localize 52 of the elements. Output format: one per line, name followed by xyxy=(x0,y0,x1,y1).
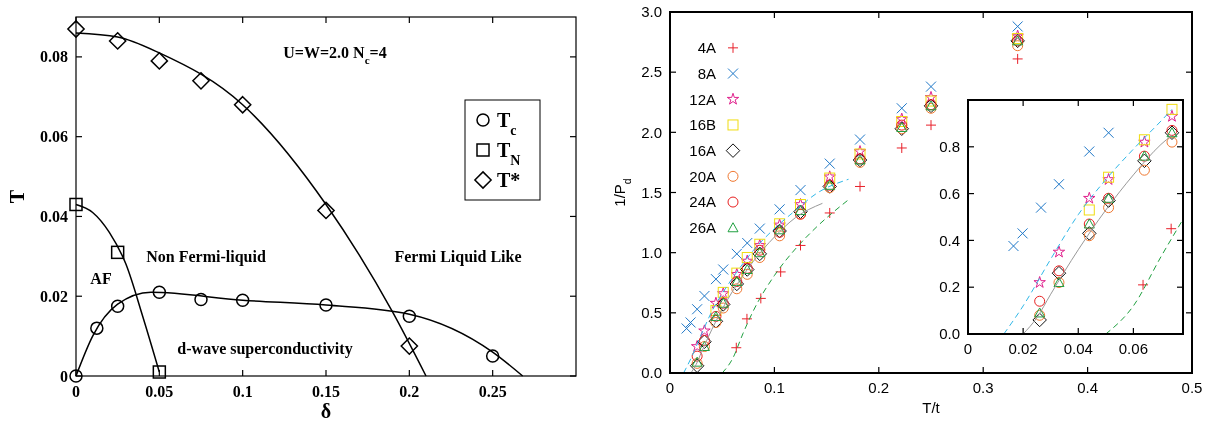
legend-label: 8A xyxy=(697,64,716,82)
x-tick-label: 0.1 xyxy=(232,382,253,400)
x-axis-title: δ xyxy=(320,400,332,422)
x-tick-label: 0.2 xyxy=(399,382,420,400)
x-tick-label: 0.04 xyxy=(1063,340,1093,357)
x-tick-label: 0 xyxy=(665,379,675,396)
x-tick-label: 0.1 xyxy=(763,379,785,396)
x-tick-label: 0.06 xyxy=(1118,340,1148,357)
annotation: Non Fermi-liquid xyxy=(146,247,266,266)
y-tick-label: 3.0 xyxy=(641,3,662,21)
annotation: Fermi Liquid Like xyxy=(394,247,522,266)
x-tick-label: 0.5 xyxy=(1181,379,1203,396)
y-tick-label: 0.8 xyxy=(939,138,960,156)
x-tick-label: 0.2 xyxy=(868,379,890,396)
x-tick-label: 0 xyxy=(72,382,80,400)
y-tick-label: 1.5 xyxy=(641,183,662,201)
x-tick-label: 0.3 xyxy=(972,379,994,396)
legend-label: T* xyxy=(497,169,521,191)
legend-label: T$_{N}$ xyxy=(497,139,521,168)
y-tick-label: 1.0 xyxy=(641,243,662,261)
legend-label: 16B xyxy=(689,116,716,134)
y-tick-label: 0.08 xyxy=(40,48,68,66)
legend-label: 24A xyxy=(689,193,716,211)
x-tick-label: 0.4 xyxy=(1077,379,1099,396)
legend-label: 12A xyxy=(689,90,716,108)
x-tick-label: 0.15 xyxy=(312,382,340,400)
x-tick-label: 0 xyxy=(963,340,973,357)
y-tick-label: 0.5 xyxy=(641,304,662,322)
x-tick-label: 0.05 xyxy=(145,382,174,400)
legend-label: 20A xyxy=(689,167,716,185)
annotation: d-wave superconductivity xyxy=(177,339,353,358)
y-tick-label: 0.06 xyxy=(40,128,68,146)
annotation: U=W=2.0 N$_{c}$=4 xyxy=(283,43,387,66)
legend-label: 4A xyxy=(697,39,716,57)
y-tick-label: 0.04 xyxy=(40,208,68,226)
y-tick-label: 0.0 xyxy=(641,364,662,382)
y-tick-label: 2.0 xyxy=(641,123,662,141)
y-tick-label: 0.0 xyxy=(939,325,960,343)
x-axis-title: T/t xyxy=(922,399,941,416)
y-tick-label: 0.4 xyxy=(939,231,960,249)
y-axis-title: T xyxy=(6,189,28,204)
y-tick-label: 0.02 xyxy=(40,287,68,305)
y-tick-label: 0 xyxy=(60,367,68,385)
y-tick-label: 2.5 xyxy=(641,63,662,81)
y-tick-label: 0.6 xyxy=(939,184,960,202)
legend-label: T$_{c}$ xyxy=(497,109,517,138)
x-tick-label: 0.25 xyxy=(478,382,507,400)
x-tick-label: 0.02 xyxy=(1008,340,1038,357)
annotation: AF xyxy=(90,269,112,287)
legend-label: 26A xyxy=(689,219,716,236)
y-tick-label: 0.2 xyxy=(939,278,960,296)
legend-label: 16A xyxy=(689,141,716,159)
